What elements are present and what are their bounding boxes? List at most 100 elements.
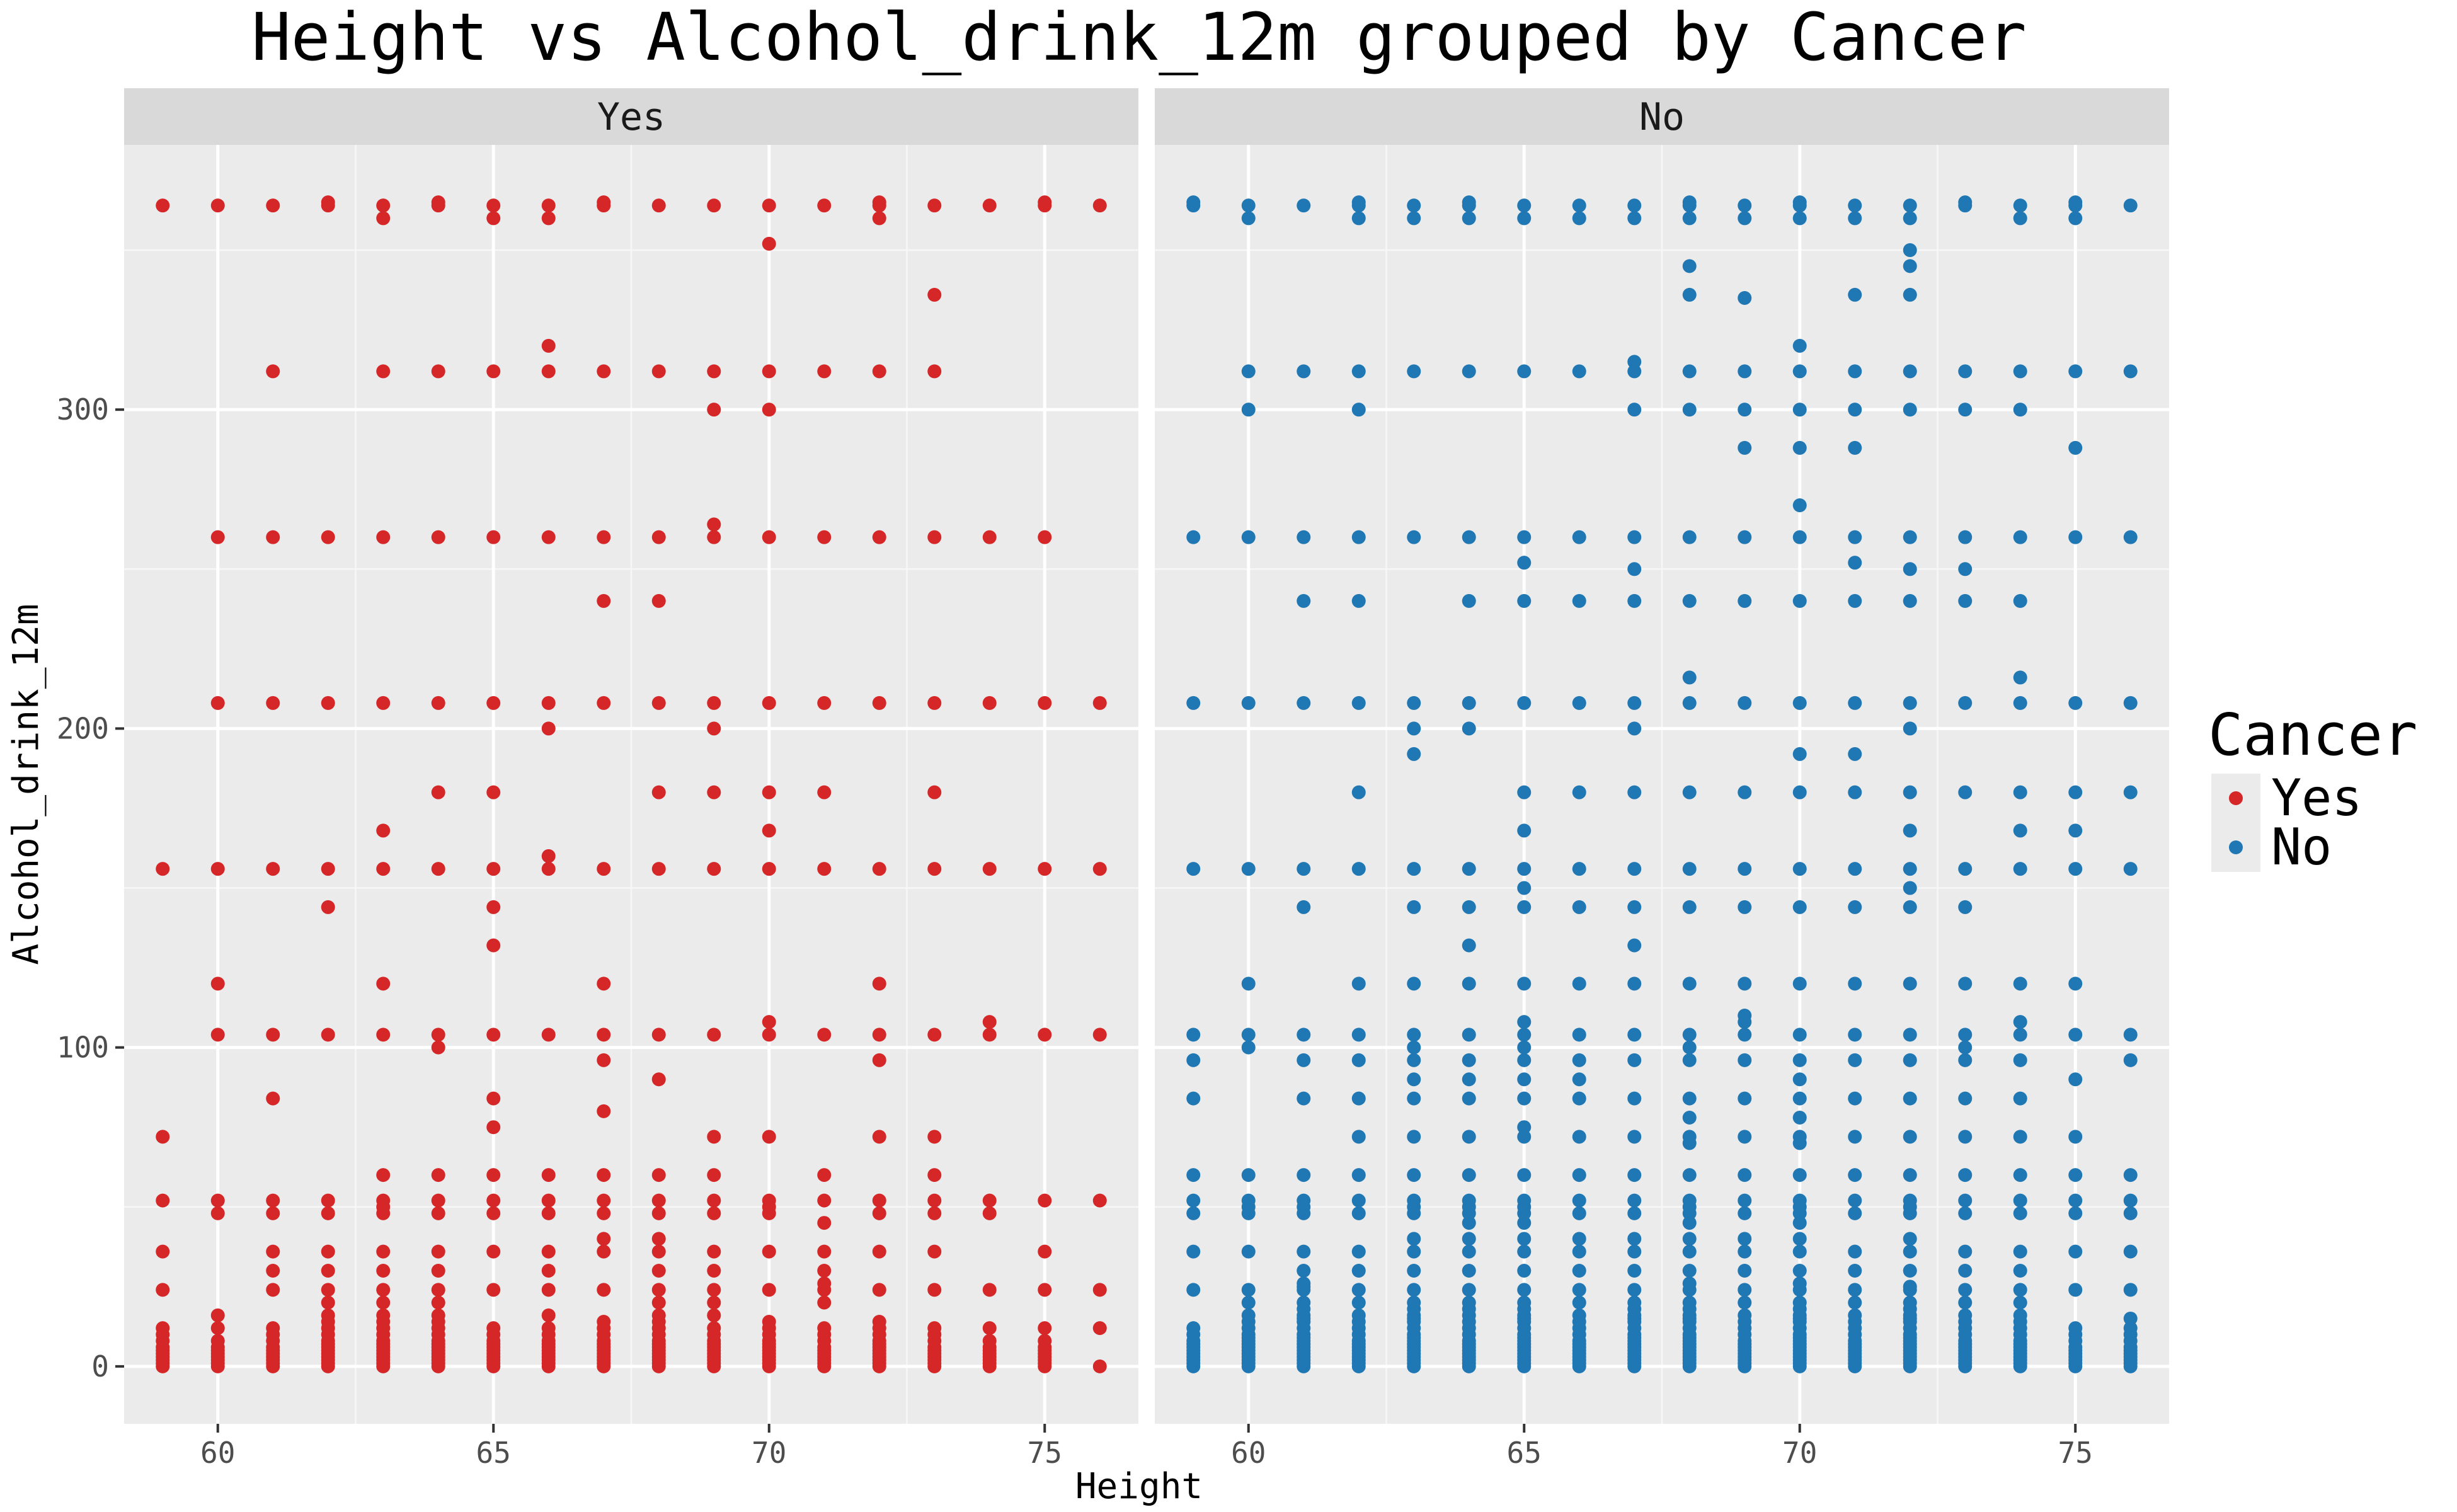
legend-label-yes: Yes <box>2271 769 2362 827</box>
data-point <box>431 1168 445 1183</box>
data-point <box>1792 1130 1807 1144</box>
data-point <box>1462 862 1476 876</box>
data-point <box>1092 1359 1107 1373</box>
data-point <box>1682 670 1697 685</box>
data-point <box>1351 364 1366 379</box>
data-point <box>1903 198 1917 213</box>
data-point <box>1517 1216 1532 1230</box>
data-point <box>707 1193 721 1208</box>
data-point <box>1738 403 1752 417</box>
data-point <box>266 1206 280 1220</box>
data-point <box>1682 696 1697 710</box>
data-point <box>597 1206 611 1220</box>
data-point <box>2013 1283 2027 1297</box>
data-point <box>1351 1295 1366 1310</box>
data-point <box>927 1130 942 1144</box>
data-point <box>597 696 611 710</box>
data-point <box>1572 198 1586 213</box>
data-point <box>486 1283 501 1297</box>
data-point <box>1682 1168 1697 1183</box>
data-point <box>210 198 225 213</box>
data-point <box>1903 530 1917 544</box>
x-tick-label: 65 <box>1507 1436 1542 1470</box>
data-point <box>1241 976 1256 991</box>
data-point <box>1682 195 1697 210</box>
data-point <box>1627 1028 1642 1042</box>
chart-title: Height vs Alcohol_drink_12m grouped by C… <box>251 0 2027 76</box>
data-point <box>266 1193 280 1208</box>
data-point <box>927 1244 942 1259</box>
data-point <box>1903 1130 1917 1144</box>
data-point <box>597 364 611 379</box>
panel-no: No 60 65 70 75 <box>1155 88 2169 1470</box>
data-point <box>762 1315 776 1329</box>
data-point <box>1351 696 1366 710</box>
points-no <box>1186 195 2138 1373</box>
data-point <box>1958 1040 1973 1055</box>
data-point <box>1517 1091 1532 1106</box>
data-point <box>1462 938 1476 953</box>
data-point <box>1517 1168 1532 1183</box>
data-point <box>1682 1216 1697 1230</box>
data-point <box>1682 785 1697 799</box>
data-point <box>1792 530 1807 544</box>
data-point <box>1462 530 1476 544</box>
data-point <box>1738 1091 1752 1106</box>
data-point <box>872 1283 886 1297</box>
data-point <box>541 862 556 876</box>
data-point <box>1572 1130 1586 1144</box>
data-point <box>431 1040 445 1055</box>
data-point <box>707 721 721 736</box>
data-point <box>651 1264 666 1278</box>
data-point <box>1627 976 1642 991</box>
data-point <box>321 1308 335 1322</box>
data-point <box>1903 900 1917 914</box>
data-point <box>1462 1283 1476 1297</box>
data-point <box>431 1193 445 1208</box>
data-point <box>1848 976 1862 991</box>
data-point <box>1848 1206 1862 1220</box>
data-point <box>872 1244 886 1259</box>
legend: Cancer Yes No <box>2208 701 2417 876</box>
data-point <box>1627 1206 1642 1220</box>
data-point <box>1407 721 1421 736</box>
data-point <box>1517 1130 1532 1144</box>
data-point <box>1738 211 1752 226</box>
data-point <box>1682 1028 1697 1042</box>
data-point <box>707 198 721 213</box>
data-point <box>321 195 335 210</box>
data-point <box>1351 1028 1366 1042</box>
data-point <box>1297 1091 1311 1106</box>
data-point <box>817 1295 832 1310</box>
data-point <box>486 785 501 799</box>
data-point <box>1407 1053 1421 1067</box>
data-point <box>1092 1028 1107 1042</box>
data-point <box>1462 1072 1476 1087</box>
data-point <box>486 1168 501 1183</box>
data-point <box>1903 881 1917 895</box>
data-point <box>376 1244 391 1259</box>
data-point <box>431 1244 445 1259</box>
facet-strip-yes <box>124 88 1138 145</box>
data-point <box>1462 1028 1476 1042</box>
data-point <box>486 696 501 710</box>
data-point <box>1903 259 1917 273</box>
data-point <box>2013 862 2027 876</box>
data-point <box>321 1028 335 1042</box>
data-point <box>2123 1283 2138 1297</box>
data-point <box>2123 1321 2138 1336</box>
data-point <box>541 721 556 736</box>
data-point <box>1958 530 1973 544</box>
data-point <box>1848 287 1862 302</box>
data-point <box>1627 1053 1642 1067</box>
data-point <box>1462 1091 1476 1106</box>
data-point <box>1738 1009 1752 1023</box>
data-point <box>266 696 280 710</box>
data-point <box>156 1321 170 1336</box>
data-point <box>1572 862 1586 876</box>
data-point <box>651 1168 666 1183</box>
data-point <box>321 862 335 876</box>
data-point <box>2013 1091 2027 1106</box>
data-point <box>707 1028 721 1042</box>
data-point <box>1903 1295 1917 1310</box>
